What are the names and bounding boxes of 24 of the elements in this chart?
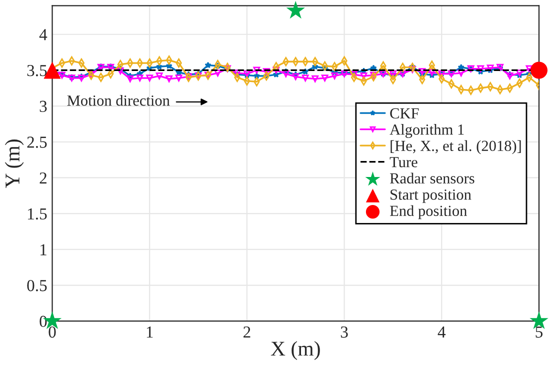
x-tick-label: 4 [438, 326, 446, 338]
y-tick-label: 1 [40, 244, 46, 256]
legend-label: Algorithm 1 [390, 124, 464, 138]
x-tick-label: 2 [244, 326, 250, 338]
x-tick-label: 0 [48, 326, 56, 338]
y-tick-label: 1.5 [28, 208, 47, 220]
y-axis-title: Y (m) [4, 140, 24, 188]
legend-label: CKF [390, 108, 419, 119]
y-tick-label: 0.5 [27, 280, 47, 292]
y-tick-label: 2.5 [27, 136, 47, 148]
legend-label: [He, X., et al. (2018)] [390, 140, 521, 154]
y-tick-label: 3 [40, 100, 47, 112]
legend-label: Start position [390, 190, 472, 203]
x-tick-label: 3 [340, 326, 348, 338]
annotation: Motion direction [67, 94, 170, 106]
x-tick-label: 5 [536, 326, 543, 338]
y-tick-label: 4 [39, 29, 48, 40]
x-axis-title: X (m) [270, 341, 320, 360]
y-tick-label: 3.5 [27, 64, 47, 76]
legend-label: Ture [390, 157, 418, 168]
legend-label: Radar sensors [390, 172, 474, 184]
y-tick-label: 2 [40, 172, 46, 184]
x-tick-label: 1 [146, 326, 153, 338]
legend-label: End position [390, 205, 467, 220]
